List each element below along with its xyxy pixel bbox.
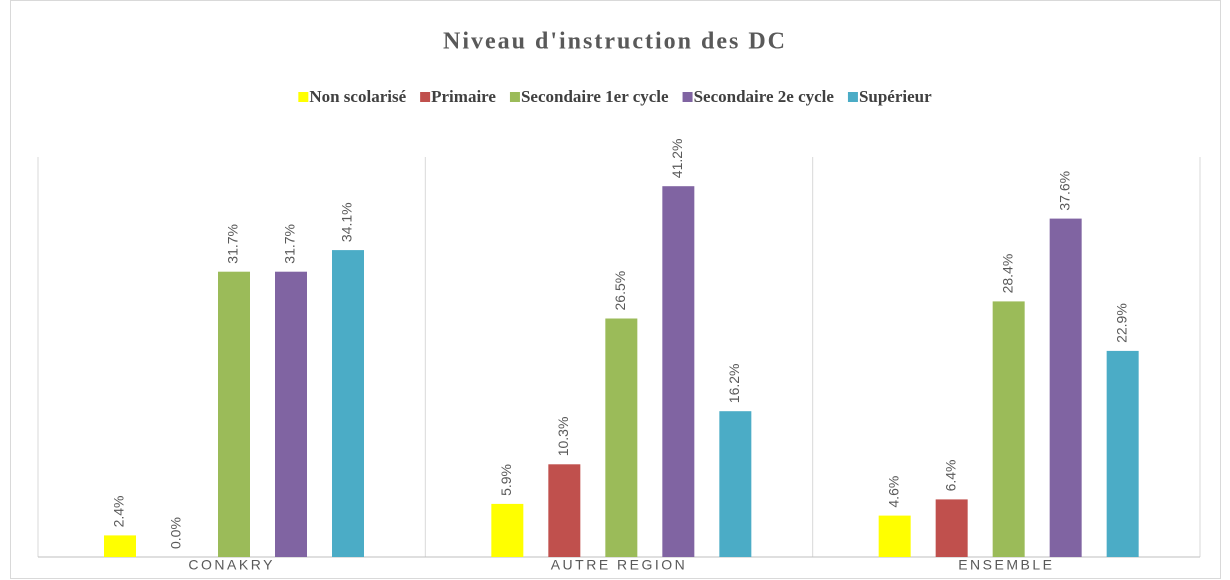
value-label: 31.7% [225, 224, 241, 264]
bar [491, 503, 524, 557]
value-label: 5.9% [498, 464, 514, 496]
x-tick-label: AUTRE REGION [551, 557, 688, 573]
legend-label: Primaire [431, 87, 496, 106]
x-tick-label: CONAKRY [188, 557, 274, 573]
value-label: 6.4% [942, 459, 958, 491]
bar [548, 464, 581, 557]
bar [662, 186, 695, 557]
value-label: 10.3% [555, 417, 571, 457]
value-label: 16.2% [726, 363, 742, 403]
x-tick-label: ENSEMBLE [958, 557, 1054, 573]
value-label: 4.6% [885, 476, 901, 508]
value-label: 31.7% [282, 224, 298, 264]
bar [878, 515, 911, 557]
legend-swatch [682, 92, 693, 102]
value-label: 2.4% [111, 495, 127, 527]
bar [1106, 350, 1139, 557]
legend-label: Supérieur [859, 87, 932, 106]
legend-label: Secondaire 2e cycle [694, 87, 835, 106]
legend-label: Secondaire 1er cycle [521, 87, 669, 106]
value-label: 28.4% [999, 254, 1015, 294]
bar [332, 250, 364, 557]
bar [935, 499, 968, 557]
bar [218, 271, 250, 557]
bar [992, 301, 1025, 557]
legend: Non scolarisé Primaire Secondaire 1er cycl… [298, 87, 932, 106]
value-label: 34.1% [339, 202, 355, 242]
value-label: 22.9% [1113, 303, 1129, 343]
value-label: 37.6% [1056, 171, 1072, 211]
legend-swatch [509, 92, 520, 102]
bar [275, 271, 307, 557]
legend-swatch [298, 92, 309, 102]
value-label: 41.2% [669, 138, 685, 178]
legend-label: Non scolarisé [309, 87, 406, 106]
bar [1049, 218, 1082, 557]
bar [605, 318, 638, 557]
legend-swatch [847, 92, 858, 102]
bar [104, 535, 136, 557]
value-label: 26.5% [612, 271, 628, 311]
legend-swatch [420, 92, 431, 102]
bar [719, 411, 752, 557]
value-label: 0.0% [168, 517, 184, 549]
chart-title: Niveau d'instruction des DC [443, 29, 787, 55]
